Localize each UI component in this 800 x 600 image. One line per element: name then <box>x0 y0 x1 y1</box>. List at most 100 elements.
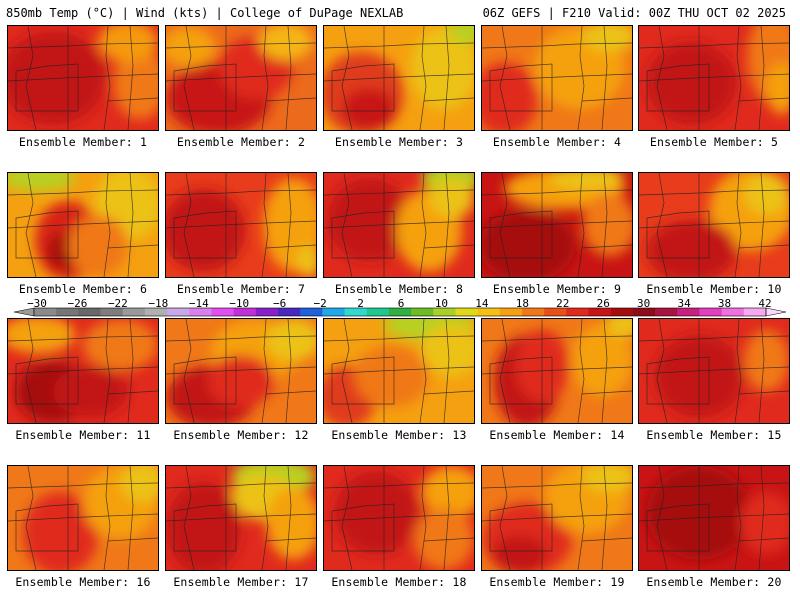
temperature-contour-area <box>166 26 216 68</box>
ensemble-member-map <box>481 172 633 278</box>
colorbar-tick-label: −22 <box>107 297 128 310</box>
temperature-contour-area <box>492 535 547 570</box>
ensemble-member-map <box>638 25 790 131</box>
map-borders <box>166 173 316 277</box>
map-borders <box>8 26 158 130</box>
temperature-field <box>166 173 316 277</box>
colorbar-segment <box>655 308 678 316</box>
colorbar-segment <box>566 308 590 316</box>
colorbar-tick-label: 26 <box>596 297 610 310</box>
ensemble-member-label: Ensemble Member: 18 <box>331 575 467 589</box>
temperature-contour-area <box>448 26 474 44</box>
temperature-field <box>324 466 474 570</box>
colorbar-segment <box>477 308 501 316</box>
colorbar-tick-label: −10 <box>229 297 250 310</box>
temperature-field <box>8 319 158 423</box>
map-borders <box>324 26 474 130</box>
ensemble-member-label: Ensemble Member: 11 <box>15 428 151 442</box>
temperature-contour-area <box>606 319 632 337</box>
temperature-contour-area <box>582 193 632 257</box>
ensemble-member-map <box>323 318 475 424</box>
temperature-contour-area <box>646 41 737 125</box>
colorbar-tick-label: 6 <box>397 297 405 310</box>
ensemble-member-label: Ensemble Member: 7 <box>176 282 306 296</box>
temperature-field <box>8 173 158 277</box>
temperature-contour-area <box>8 173 76 191</box>
colorbar-segment <box>144 308 168 316</box>
temperature-field <box>482 319 632 423</box>
ensemble-member-label: Ensemble Member: 4 <box>492 135 622 149</box>
temperature-contour-area <box>266 486 316 560</box>
ensemble-member-label: Ensemble Member: 16 <box>15 575 151 589</box>
temperature-contour-area <box>83 319 158 371</box>
colorbar-tick-label: 10 <box>434 297 449 310</box>
colorbar-segment <box>588 308 612 316</box>
ensemble-member-map <box>323 25 475 131</box>
temperature-contour-area <box>482 62 538 130</box>
colorbar-tick-label: 42 <box>758 297 772 310</box>
temperature-contour-area <box>342 88 396 130</box>
colorbar-tick-label: 2 <box>357 297 364 310</box>
ensemble-member-label: Ensemble Member: 2 <box>176 135 306 149</box>
ensemble-member-label: Ensemble Member: 10 <box>646 282 782 296</box>
ensemble-member-label: Ensemble Member: 17 <box>173 575 309 589</box>
temperature-contour-area <box>744 173 789 215</box>
colorbar-segment <box>721 308 745 316</box>
colorbar-segment <box>100 308 124 316</box>
temperature-contour-area <box>53 365 128 418</box>
temperature-contour-area <box>429 180 474 218</box>
temperature-contour-area <box>120 466 158 503</box>
map-borders <box>166 319 316 423</box>
temperature-contour-area <box>208 355 274 408</box>
ensemble-member-label: Ensemble Member: 8 <box>334 282 464 296</box>
colorbar-segment <box>699 308 723 316</box>
temperature-contour-area <box>766 62 789 115</box>
colorbar-segment <box>122 308 146 316</box>
ensemble-member-map <box>165 25 317 131</box>
temperature-field <box>166 319 316 423</box>
map-borders <box>324 319 474 423</box>
ensemble-member-map <box>638 172 790 278</box>
temperature-contour-area <box>582 466 632 492</box>
temperature-contour-area <box>259 26 313 61</box>
map-borders <box>482 466 632 570</box>
colorbar-segment <box>278 308 301 316</box>
colorbar-segment <box>544 308 567 316</box>
ensemble-member-map <box>323 465 475 571</box>
temperature-contour-area <box>582 26 632 52</box>
temperature-contour-area <box>98 26 158 63</box>
ensemble-member-label: Ensemble Member: 3 <box>334 135 464 149</box>
colorbar-tick-label: 18 <box>515 297 529 310</box>
temperature-contour-area <box>113 46 158 120</box>
ensemble-member-map <box>7 172 159 278</box>
map-borders <box>639 26 789 130</box>
temperature-contour-area <box>354 345 429 408</box>
colorbar-tick-label: 22 <box>556 297 570 310</box>
colorbar-segment <box>366 308 390 316</box>
temperature-field <box>324 26 474 130</box>
temperature-contour-area <box>411 26 474 110</box>
map-borders <box>166 466 316 570</box>
ensemble-member-map <box>481 25 633 131</box>
colorbar-segment <box>522 308 545 316</box>
temperature-field <box>482 173 632 277</box>
colorbar-tick-label: 14 <box>475 297 489 310</box>
header-title-left: 850mb Temp (°C) | Wind (kts) | College o… <box>6 6 404 20</box>
colorbar-segment <box>211 308 235 316</box>
map-borders <box>639 319 789 423</box>
ensemble-member-label: Ensemble Member: 14 <box>489 428 625 442</box>
colorbar-segment <box>34 308 57 316</box>
temperature-contour-area <box>8 319 76 354</box>
colorbar-tick-label: −18 <box>148 297 169 310</box>
ensemble-member-label: Ensemble Member: 19 <box>489 575 625 589</box>
colorbar-segment <box>499 308 523 316</box>
colorbar-segment <box>300 308 323 316</box>
colorbar-tick-label: 34 <box>677 297 691 310</box>
colorbar-segment <box>322 308 346 316</box>
temperature-contour-area <box>421 324 474 377</box>
ensemble-member-label: Ensemble Member: 6 <box>18 282 148 296</box>
colorbar-segment <box>610 308 634 316</box>
temperature-contour-area <box>646 219 737 277</box>
ensemble-member-map <box>165 465 317 571</box>
ensemble-member-map <box>165 318 317 424</box>
